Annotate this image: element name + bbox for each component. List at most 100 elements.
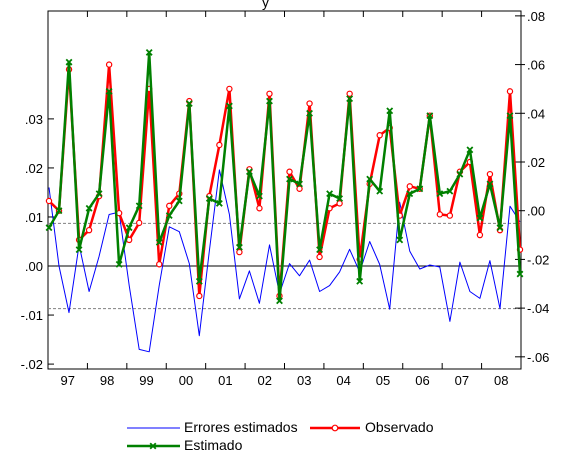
estimado-point (426, 112, 434, 120)
estimado-point (516, 270, 524, 278)
estimado-point (215, 199, 223, 207)
right-tick-label: .06 (527, 58, 545, 73)
series-layer (45, 48, 524, 353)
observado-point (346, 90, 353, 98)
legend-swatches (127, 424, 360, 450)
x-tick-label: 06 (415, 373, 429, 388)
observado-point (196, 292, 203, 300)
right-tick-label: .08 (527, 9, 545, 24)
estimado-point (366, 175, 374, 183)
estimado-point (205, 195, 213, 202)
estimado-point (185, 100, 193, 107)
left-tick-label: .02 (25, 161, 43, 176)
observado-point (256, 205, 263, 212)
observado-point (85, 226, 93, 234)
estimado-point (145, 48, 153, 56)
legend-marker-observado (331, 424, 339, 432)
left-axis: .03 .02 .01 .00 -.01 -.02 (21, 112, 54, 372)
observado-point (446, 212, 454, 219)
x-tick-label: 07 (455, 373, 469, 388)
right-tick-label: .04 (527, 106, 545, 121)
estimado-point (75, 246, 83, 254)
estimado-point (476, 214, 484, 222)
series-line (48, 169, 521, 353)
estimado-point (436, 190, 444, 198)
left-tick-label: .01 (25, 210, 43, 225)
right-tick-label: .02 (527, 155, 545, 170)
observado-point (266, 90, 273, 98)
estimado-point (245, 168, 253, 176)
observado-point (236, 248, 243, 256)
estimado-point (195, 277, 203, 285)
estimado-point (105, 87, 113, 95)
observado-point (336, 200, 343, 207)
estimado-point (446, 187, 454, 195)
observado-point (306, 100, 313, 107)
x-tick-label: 04 (336, 373, 350, 388)
observado-point (436, 211, 444, 218)
estimado-point (416, 185, 424, 193)
estimado-point (155, 238, 163, 246)
observado-point (166, 202, 173, 210)
legend-marker-estimado (149, 442, 157, 450)
observado-point (506, 88, 514, 95)
x-tick-label: 00 (179, 373, 193, 388)
estimado-point (135, 202, 143, 210)
estimado-point (85, 204, 93, 212)
estimado-point (356, 277, 364, 285)
observado-point (156, 261, 163, 268)
estimado-point (386, 107, 394, 115)
observado-point (286, 168, 293, 175)
estimado-point (406, 190, 414, 198)
observado-point (226, 85, 233, 93)
estimado-point (486, 180, 494, 188)
estimado-point (376, 187, 384, 195)
estimado-point (326, 190, 334, 198)
left-tick-label: .03 (25, 112, 43, 127)
estimado-point (225, 102, 233, 110)
x-tick-label: 08 (494, 373, 508, 388)
estimado-point (506, 112, 514, 120)
estimado-point (165, 212, 173, 220)
right-tick-label: -.02 (527, 252, 549, 267)
estimado-point (95, 190, 103, 198)
observado-point (376, 132, 383, 139)
observado-point (45, 197, 53, 205)
x-tick-label: 05 (376, 373, 390, 388)
observado-point (216, 141, 223, 149)
x-tick-label: 98 (100, 373, 114, 388)
series-line (47, 51, 522, 303)
observado-point (105, 61, 113, 68)
estimado-point (346, 95, 354, 103)
right-tick-label: -.06 (527, 350, 549, 365)
estimado-point (396, 236, 404, 244)
left-tick-label: -.01 (21, 308, 43, 323)
estimado-point (456, 170, 464, 178)
x-axis: 97 98 99 00 01 02 03 04 05 06 07 08 (60, 11, 509, 388)
estimado-point (466, 146, 474, 154)
estimado-point (266, 97, 273, 105)
estimado-point (125, 224, 133, 232)
observado-point (135, 219, 143, 227)
x-tick-label: 03 (297, 373, 311, 388)
estimado-point (336, 195, 344, 202)
observado-point (296, 185, 303, 192)
estimado-point (45, 224, 53, 232)
right-tick-label: -.04 (527, 301, 549, 316)
estimado-point (496, 224, 504, 232)
estimado-point (55, 207, 63, 215)
estimado-point (256, 192, 263, 200)
left-tick-label: -.02 (21, 357, 43, 372)
estimado-point (235, 243, 243, 251)
estimado-point (276, 297, 283, 305)
observado-point (486, 170, 494, 178)
x-tick-label: 97 (60, 373, 74, 388)
estimado-point (296, 180, 303, 188)
x-tick-label: 01 (218, 373, 232, 388)
estimado-point (65, 58, 73, 66)
estimado-point (286, 175, 293, 183)
estimado-point (316, 246, 324, 254)
x-tick-label: 02 (258, 373, 272, 388)
left-tick-label: .00 (25, 259, 43, 274)
